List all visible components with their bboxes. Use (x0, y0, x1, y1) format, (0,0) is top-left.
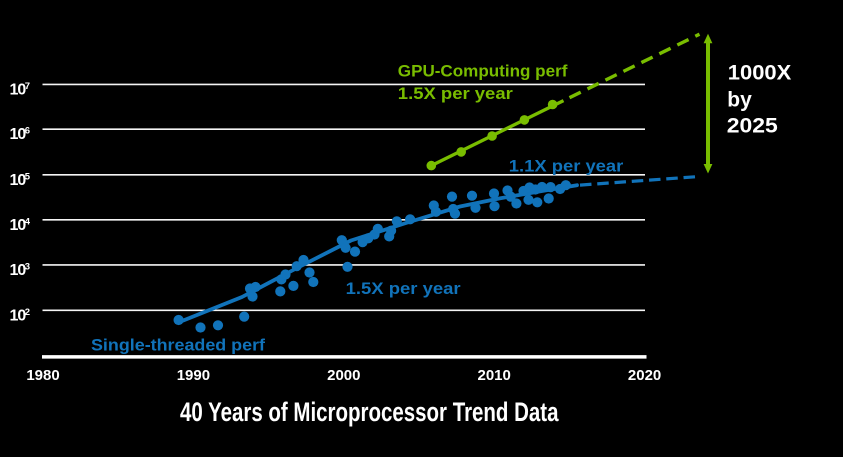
svg-text:103: 103 (10, 261, 31, 279)
svg-text:2020: 2020 (628, 367, 661, 384)
svg-text:GPU-Computing perf: GPU-Computing perf (398, 62, 568, 81)
svg-text:1990: 1990 (177, 367, 210, 384)
svg-text:2000: 2000 (327, 367, 360, 384)
svg-text:Single-threaded perf: Single-threaded perf (91, 336, 265, 355)
svg-text:107: 107 (10, 81, 31, 99)
svg-text:2010: 2010 (478, 367, 511, 384)
svg-text:2025: 2025 (727, 114, 778, 137)
svg-text:by: by (727, 88, 752, 111)
svg-text:105: 105 (10, 171, 31, 189)
svg-text:1.5X per year: 1.5X per year (398, 84, 513, 103)
svg-text:1.1X per year: 1.1X per year (509, 156, 624, 175)
svg-text:102: 102 (10, 307, 31, 325)
svg-text:106: 106 (10, 126, 31, 144)
svg-text:104: 104 (10, 216, 31, 234)
svg-text:40 Years of Microprocessor Tre: 40 Years of Microprocessor Trend Data (180, 397, 559, 427)
svg-text:1000X: 1000X (728, 62, 792, 85)
svg-text:1.5X per year: 1.5X per year (346, 279, 461, 298)
svg-text:1980: 1980 (26, 367, 59, 384)
